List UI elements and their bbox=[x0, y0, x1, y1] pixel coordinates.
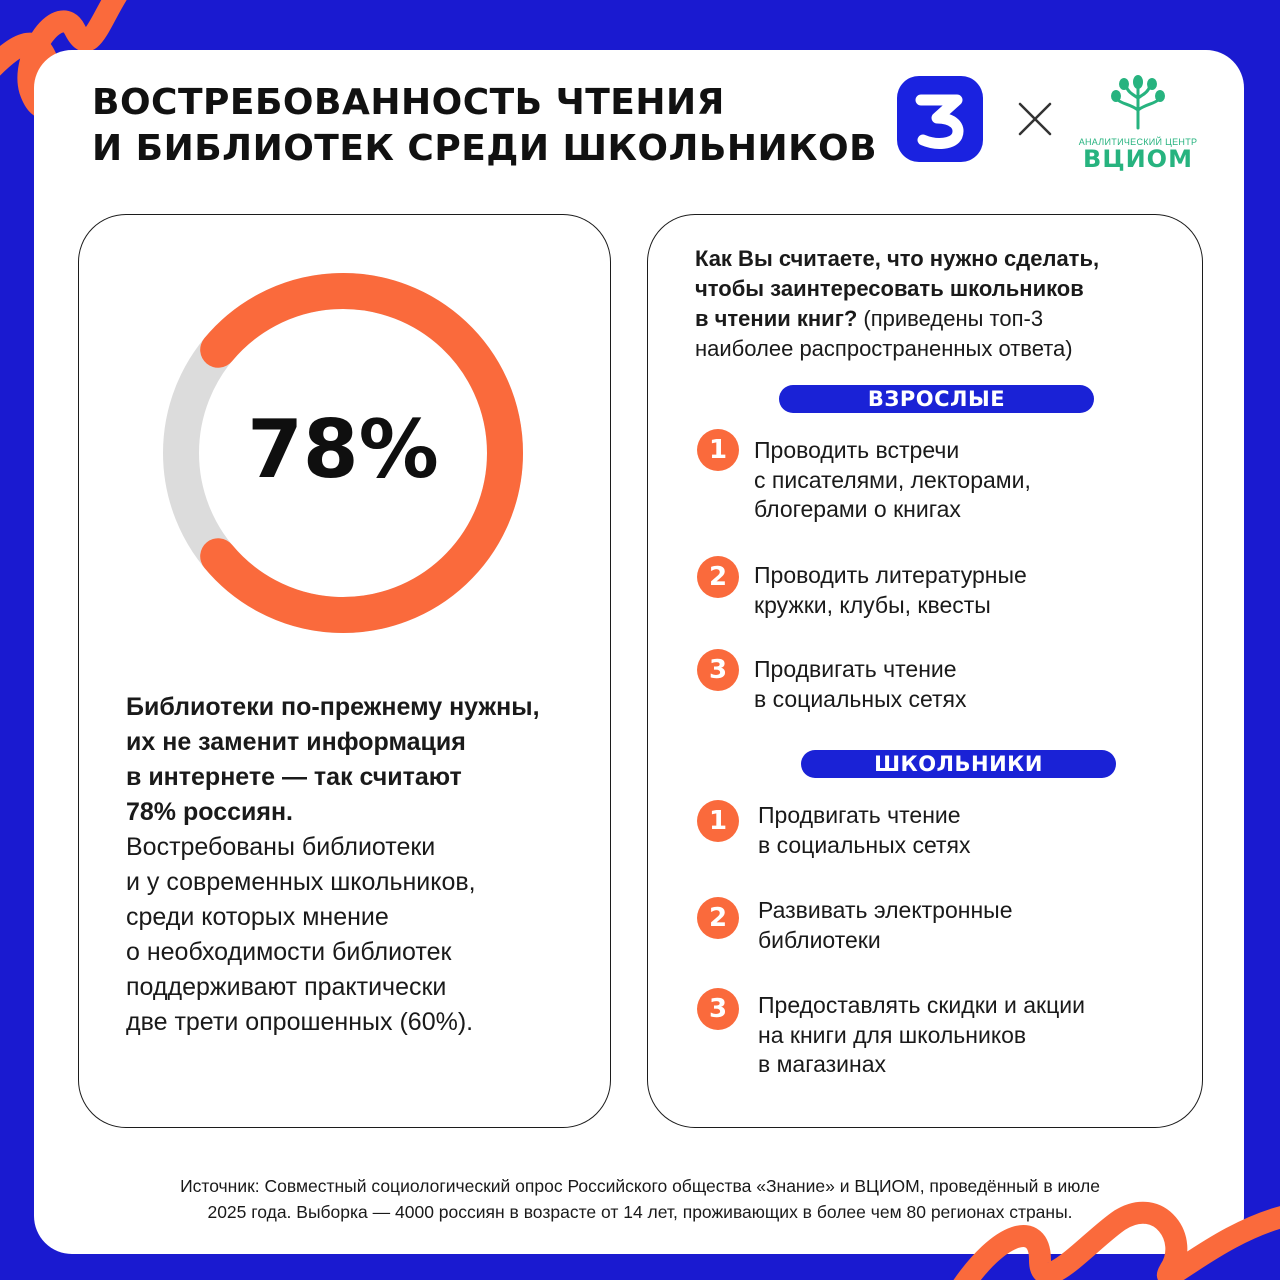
title-line-2: и библиотек среди школьников bbox=[92, 128, 878, 169]
item-line: Продвигать чтение bbox=[758, 802, 961, 828]
item-line: блогерами о книгах bbox=[754, 496, 961, 522]
question-line-2: чтобы заинтересовать школьников bbox=[695, 276, 1084, 301]
cross-icon bbox=[1018, 102, 1052, 136]
question-note-end: наиболее распространенных ответа) bbox=[695, 336, 1073, 361]
item-line: с писателями, лекторами, bbox=[754, 466, 1031, 493]
left-bold-line-4: 78% россиян. bbox=[126, 798, 294, 826]
item-line: в магазинах bbox=[758, 1051, 887, 1077]
item-line: Развивать электронные bbox=[758, 897, 1013, 923]
number-badge: 2 bbox=[697, 897, 739, 939]
right-panel bbox=[647, 214, 1203, 1128]
number-badge: 1 bbox=[697, 429, 739, 471]
item-line: библиотеки bbox=[758, 926, 881, 953]
item-line: на книги для школьников bbox=[758, 1021, 1027, 1048]
item-line: в социальных сетях bbox=[754, 685, 967, 712]
left-bold-line-1: Библиотеки по-прежнему нужны, bbox=[126, 693, 540, 721]
item-line: кружки, клубы, квесты bbox=[754, 591, 991, 618]
item-line: Проводить встречи bbox=[754, 437, 960, 463]
source-note: Источник: Совместный социологический опр… bbox=[60, 1173, 1220, 1225]
adults-section-label: ВЗРОСЛЫЕ bbox=[779, 385, 1094, 413]
donut-chart bbox=[163, 273, 523, 633]
left-description: Библиотеки по-прежнему нужны, их не заме… bbox=[126, 690, 596, 1040]
survey-question: Как Вы считаете, что нужно сделать, чтоб… bbox=[695, 244, 1175, 364]
donut-percent-label: 78% bbox=[247, 403, 439, 496]
source-line-1: Источник: Совместный социологический опр… bbox=[180, 1176, 1100, 1196]
left-bold-line-3: в интернете — так считают bbox=[126, 763, 462, 791]
left-line-1: Востребованы библиотеки bbox=[126, 833, 436, 861]
left-line-5: поддерживают практически bbox=[126, 973, 447, 1001]
question-line-3: в чтении книг? bbox=[695, 306, 858, 331]
vciom-brand: ВЦИОМ bbox=[1083, 145, 1193, 173]
vciom-subtitle: АНАЛИТИЧЕСКИЙ ЦЕНТР bbox=[1078, 137, 1198, 147]
left-bold-line-2: их не заменит информация bbox=[126, 728, 466, 756]
page-title: Востребованность чтения и библиотек сред… bbox=[92, 80, 878, 172]
number-badge: 3 bbox=[697, 988, 739, 1030]
source-line-2: 2025 года. Выборка — 4000 россиян в возр… bbox=[207, 1202, 1073, 1222]
number-badge: 2 bbox=[697, 556, 739, 598]
students-section-label: ШКОЛЬНИКИ bbox=[801, 750, 1116, 778]
title-line-1: Востребованность чтения bbox=[92, 82, 725, 123]
item-line: в социальных сетях bbox=[758, 831, 971, 858]
question-line-1: Как Вы считаете, что нужно сделать, bbox=[695, 246, 1100, 271]
znanie-logo-icon bbox=[897, 76, 983, 162]
left-panel bbox=[78, 214, 611, 1128]
number-badge: 3 bbox=[697, 649, 739, 691]
left-line-3: среди которых мнение bbox=[126, 903, 389, 931]
vciom-logo: АНАЛИТИЧЕСКИЙ ЦЕНТР ВЦИОМ bbox=[1078, 74, 1198, 171]
tree-icon bbox=[1111, 75, 1165, 130]
left-line-6: две трети опрошенных (60%). bbox=[126, 1008, 474, 1036]
question-note-start: (приведены топ-3 bbox=[857, 306, 1044, 331]
left-line-4: о необходимости библиотек bbox=[126, 938, 452, 966]
donut-value-arc bbox=[200, 273, 523, 633]
number-badge: 1 bbox=[697, 800, 739, 842]
left-line-2: и у современных школьников, bbox=[126, 868, 476, 896]
item-line: Продвигать чтение bbox=[754, 656, 957, 682]
item-line: Предоставлять скидки и акции bbox=[758, 992, 1085, 1018]
item-line: Проводить литературные bbox=[754, 562, 1027, 588]
